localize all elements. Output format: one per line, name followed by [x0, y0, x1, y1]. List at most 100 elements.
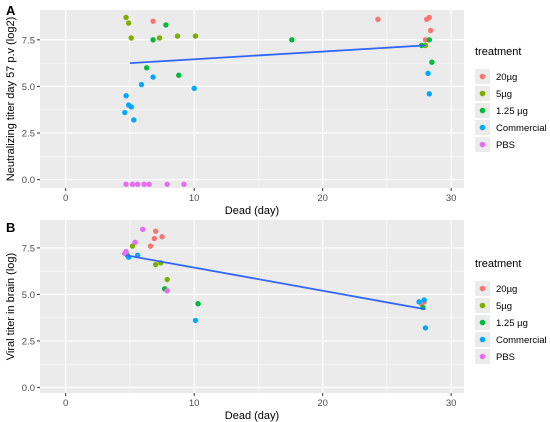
- chart-panel-a: 0 10 20 30 0.0 2.5 5.0 7.5 A Dead (day) Neutralizi…: [5, 3, 547, 217]
- y-tick-label: 7.5: [22, 35, 35, 46]
- data-point: [138, 81, 145, 88]
- data-point: [421, 297, 427, 303]
- legend-key-icon: [479, 285, 486, 292]
- data-point: [150, 74, 156, 80]
- data-point: [131, 117, 137, 123]
- data-point: [125, 20, 132, 26]
- legend-key-icon: [479, 353, 486, 360]
- legend-key-icon: [479, 90, 486, 97]
- data-point: [422, 37, 429, 43]
- data-point: [159, 234, 165, 240]
- x-tick-label: 20: [317, 398, 328, 409]
- data-point: [134, 181, 141, 187]
- legend: treatment 20µg 5µg 1.25 µg Commercial PBS: [475, 258, 547, 364]
- legend-entry-label: 1.25 µg: [496, 106, 528, 117]
- panel-label: B: [6, 220, 15, 235]
- plot-background: [40, 10, 464, 188]
- data-point: [426, 14, 433, 21]
- data-point: [146, 181, 152, 187]
- x-axis-title: Dead (day): [225, 410, 279, 422]
- data-point: [425, 70, 431, 77]
- data-point: [427, 27, 434, 34]
- data-point: [164, 287, 170, 294]
- y-tick-label: 2.5: [22, 129, 35, 140]
- legend: treatment 20µg 5µg 1.25 µg Commercial PBS: [475, 46, 547, 152]
- legend-key-icon: [479, 336, 486, 343]
- legend-entry-label: PBS: [496, 140, 515, 151]
- data-point: [152, 228, 159, 234]
- regression-line: [129, 44, 426, 65]
- data-point: [129, 181, 136, 187]
- data-point: [429, 59, 435, 65]
- data-point: [123, 181, 129, 187]
- data-point: [123, 248, 129, 255]
- plot-background: [40, 220, 464, 393]
- y-tick-label: 0.0: [22, 383, 35, 394]
- panel-label: A: [6, 3, 16, 18]
- data-point: [416, 299, 422, 305]
- data-point: [176, 72, 182, 78]
- series-pbs: [123, 181, 187, 187]
- x-tick-label: 20: [317, 193, 328, 204]
- legend-entry-label: PBS: [496, 352, 515, 363]
- series-5-g: [123, 14, 429, 49]
- legend-entry-label: 20µg: [496, 284, 517, 295]
- y-tick-label: 2.5: [22, 336, 35, 347]
- x-tick-label: 10: [189, 193, 200, 204]
- legend-entry-label: 20µg: [496, 72, 517, 83]
- y-tick-label: 5.0: [22, 82, 35, 93]
- legend-key-icon: [479, 124, 486, 131]
- data-point: [150, 37, 156, 43]
- data-point: [156, 35, 163, 41]
- data-point: [141, 181, 147, 187]
- series-20-g: [150, 14, 434, 43]
- y-tick-label: 7.5: [22, 243, 35, 254]
- data-point: [140, 226, 146, 233]
- y-tick-label: 0.0: [22, 175, 35, 186]
- legend-key-icon: [479, 73, 486, 80]
- series-5-g: [129, 243, 170, 283]
- legend-entry-label: 1.25 µg: [496, 318, 528, 329]
- data-point: [151, 235, 158, 242]
- data-point: [375, 16, 381, 23]
- data-point: [122, 109, 128, 116]
- legend-key-icon: [479, 141, 486, 148]
- data-point: [123, 14, 129, 21]
- data-point: [195, 301, 201, 307]
- data-point: [128, 35, 134, 41]
- legend-entry-label: Commercial: [496, 335, 547, 346]
- y-tick-label: 5.0: [22, 290, 35, 301]
- legend-key-icon: [479, 302, 486, 309]
- data-point: [152, 261, 159, 268]
- x-tick-label: 0: [63, 398, 68, 409]
- data-point: [132, 239, 138, 246]
- series-pbs: [122, 226, 170, 294]
- x-tick-label: 30: [446, 193, 457, 204]
- data-point: [192, 317, 199, 324]
- data-point: [147, 243, 154, 249]
- legend-entry-label: 5µg: [496, 301, 512, 312]
- data-point: [128, 104, 134, 110]
- data-point: [191, 85, 197, 91]
- x-tick-label: 30: [446, 398, 457, 409]
- data-point: [150, 18, 156, 24]
- data-point: [143, 65, 150, 71]
- legend-title: treatment: [475, 46, 521, 58]
- data-point: [289, 37, 295, 43]
- legend-entry-label: 5µg: [496, 89, 512, 100]
- x-tick-label: 0: [63, 193, 68, 204]
- chart-panel-b: 0 10 20 30 0.0 2.5 5.0 7.5 B Dead (day) Viral tite…: [5, 220, 547, 422]
- legend-key-icon: [479, 319, 486, 326]
- legend-key-icon: [479, 107, 486, 114]
- data-point: [164, 276, 170, 283]
- data-point: [426, 37, 433, 43]
- x-axis-title: Dead (day): [225, 205, 279, 217]
- data-point: [422, 325, 429, 331]
- data-point: [426, 91, 433, 97]
- regression-line: [125, 254, 426, 311]
- legend-entry-label: Commercial: [496, 123, 547, 134]
- x-tick-label: 10: [189, 398, 200, 409]
- data-point: [163, 22, 169, 28]
- data-point: [192, 33, 199, 39]
